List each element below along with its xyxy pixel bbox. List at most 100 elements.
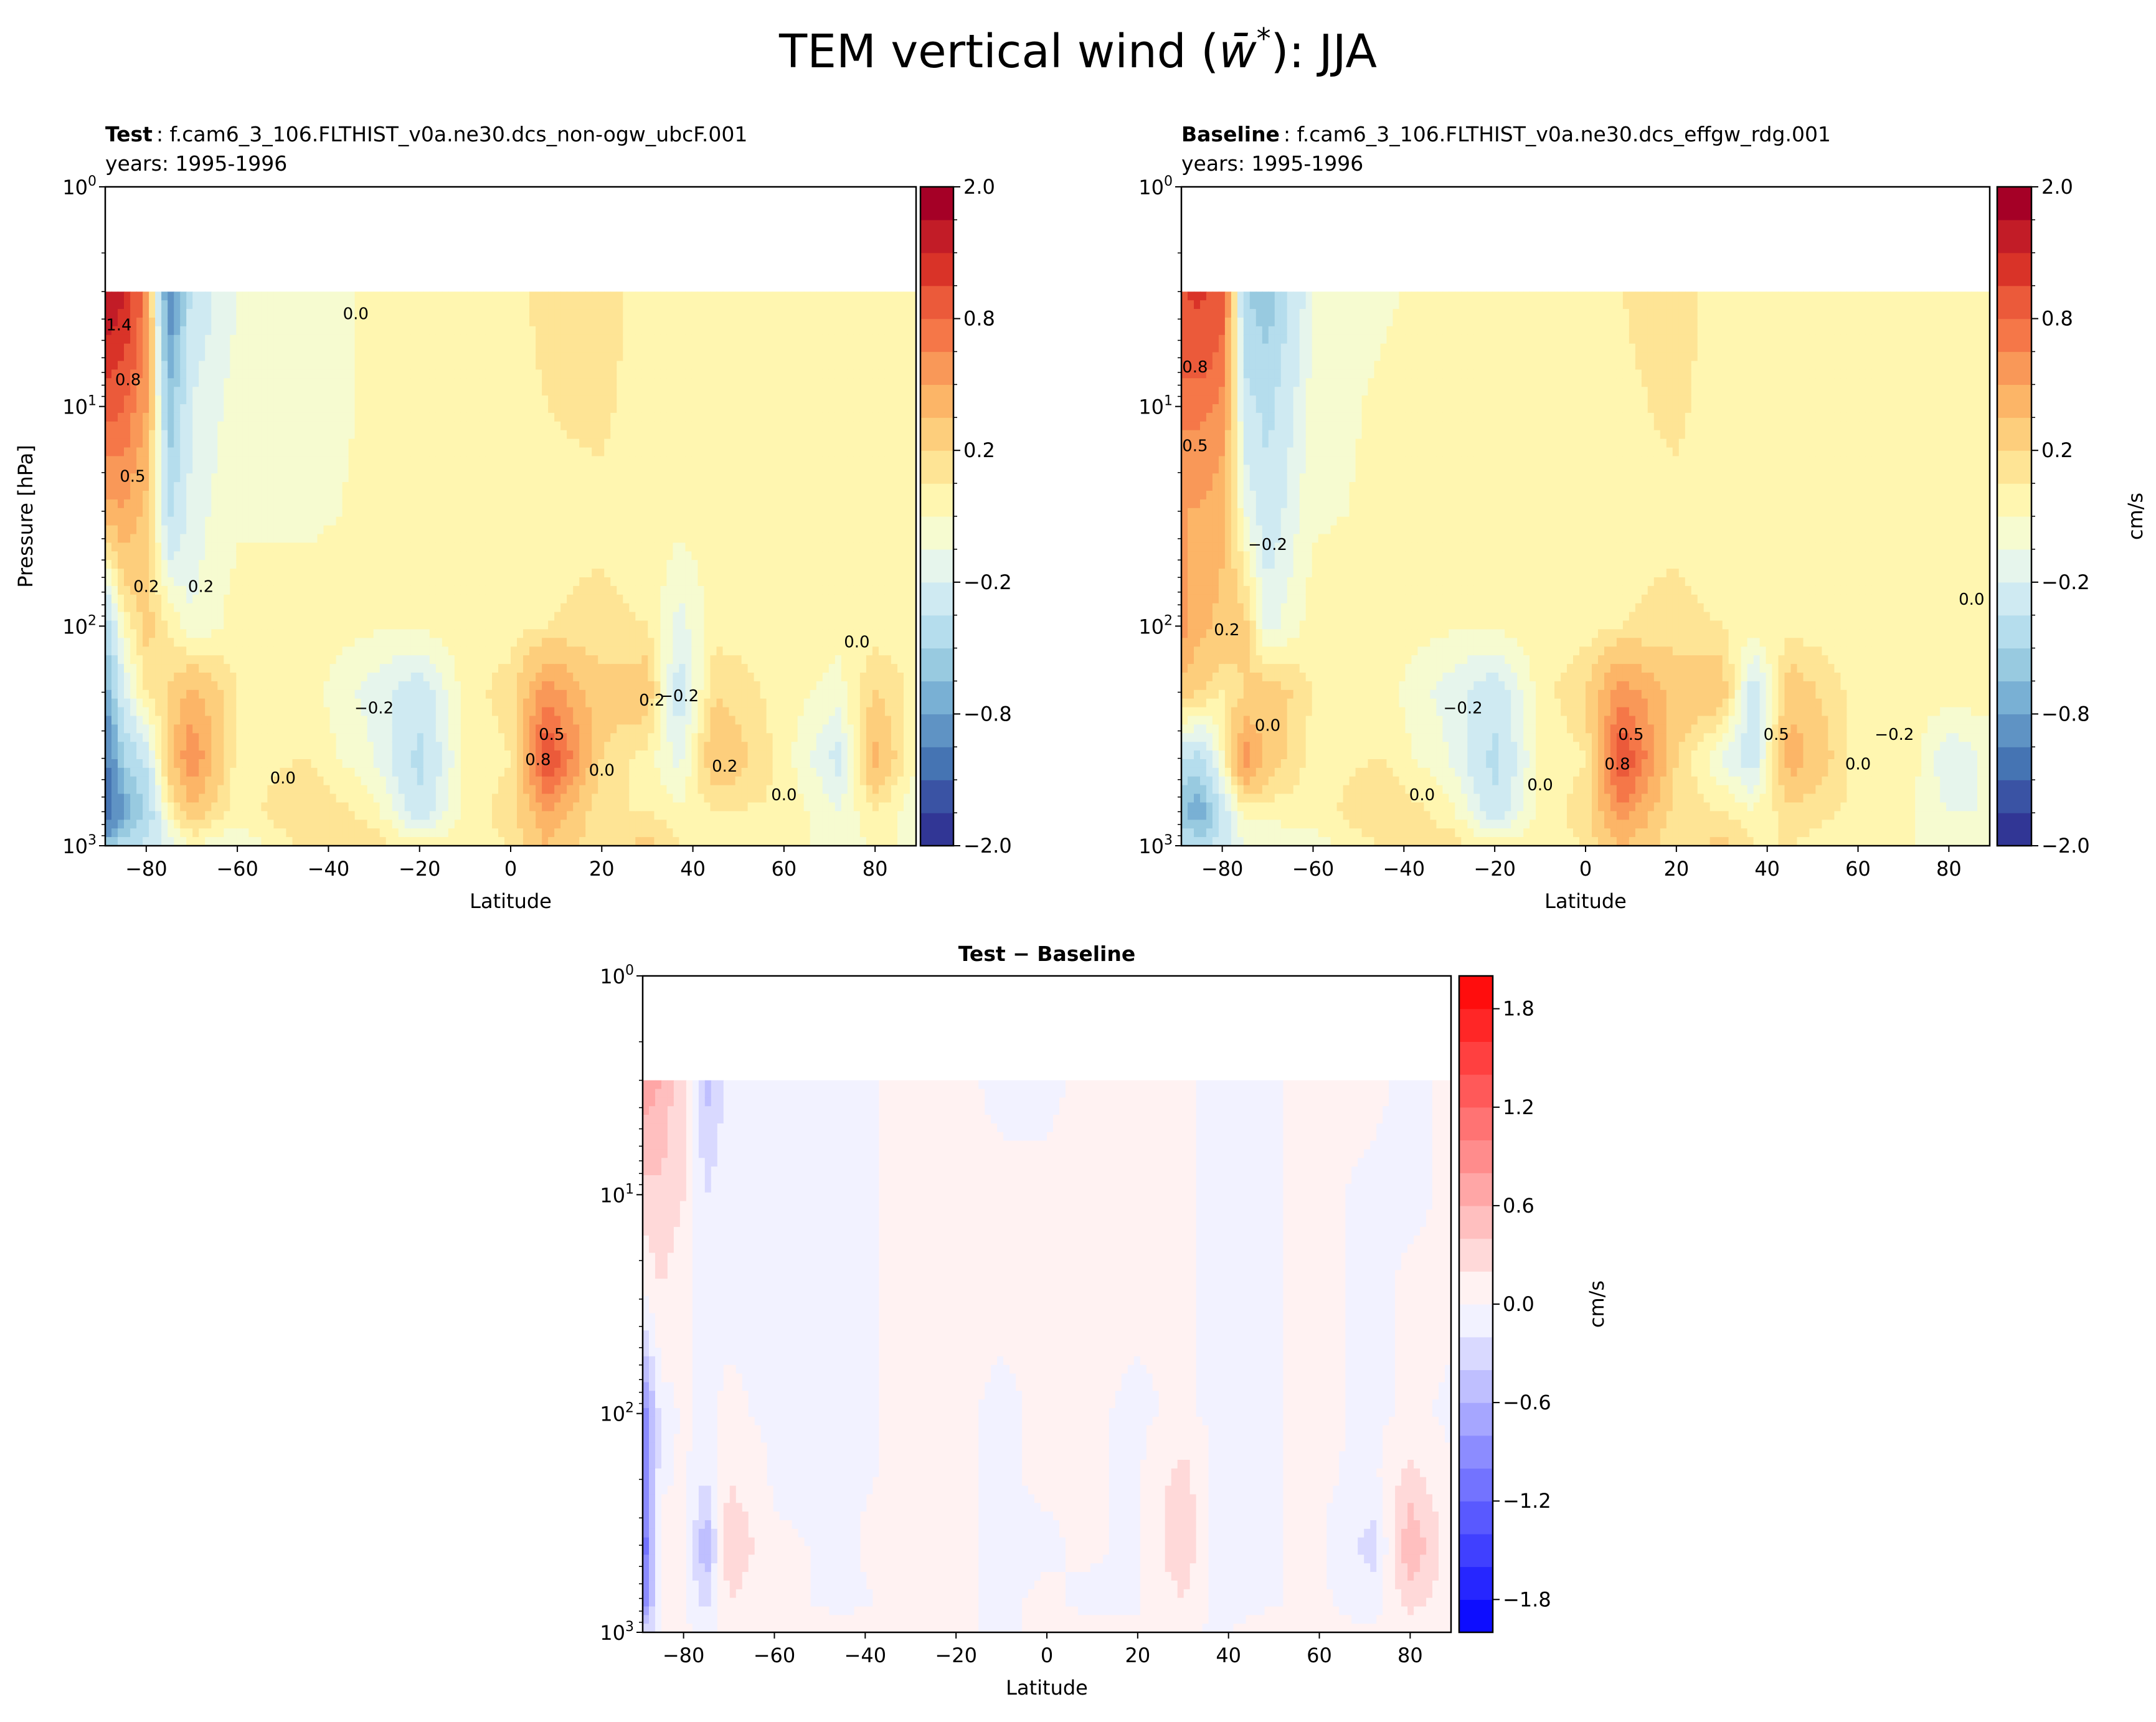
heatmap-cell <box>118 811 125 820</box>
heatmap-cell <box>124 361 131 371</box>
heatmap-cell <box>199 699 206 708</box>
heatmap-cell <box>168 300 174 310</box>
heatmap-cell <box>255 595 262 604</box>
heatmap-cell <box>286 473 293 483</box>
heatmap-cell <box>149 828 156 838</box>
heatmap-cell <box>143 768 149 777</box>
heatmap-cell <box>155 681 162 691</box>
heatmap-cell <box>242 352 249 362</box>
heatmap-cell <box>174 395 181 405</box>
heatmap-cell <box>180 404 187 414</box>
heatmap-cell <box>143 395 149 405</box>
heatmap-cell <box>261 430 268 440</box>
heatmap-cell <box>293 534 300 544</box>
heatmap-cell <box>255 820 262 829</box>
heatmap-cell <box>143 638 149 647</box>
heatmap-cell <box>111 828 118 838</box>
heatmap-cell <box>118 673 125 682</box>
heatmap-cell <box>186 837 193 846</box>
heatmap-cell <box>136 422 143 431</box>
heatmap-cell <box>111 404 118 414</box>
heatmap-cell <box>286 716 293 726</box>
heatmap-cell <box>305 629 312 638</box>
heatmap-cell <box>111 612 118 622</box>
heatmap-cell <box>168 811 174 820</box>
heatmap-cell <box>318 300 324 310</box>
heatmap-cell <box>217 300 224 310</box>
heatmap-cell <box>111 534 118 544</box>
heatmap-cell <box>192 742 199 751</box>
heatmap-cell <box>168 404 174 414</box>
heatmap-cell <box>318 465 324 474</box>
heatmap-cell <box>155 534 162 544</box>
heatmap-cell <box>111 517 118 526</box>
heatmap-cell <box>161 369 168 379</box>
heatmap-cell <box>217 318 224 327</box>
heatmap-cell <box>124 569 131 578</box>
heatmap-cell <box>192 716 199 726</box>
heatmap-cell <box>224 326 230 336</box>
heatmap-cell <box>211 646 218 656</box>
heatmap-cell <box>174 534 181 544</box>
heatmap-cell <box>230 369 237 379</box>
heatmap-cell <box>118 395 125 405</box>
heatmap-cell <box>174 673 181 682</box>
heatmap-cell <box>186 335 193 344</box>
heatmap-cell <box>230 352 237 362</box>
heatmap-cell <box>180 517 187 526</box>
heatmap-cell <box>168 646 174 656</box>
heatmap-cell <box>305 612 312 622</box>
heatmap-cell <box>130 422 137 431</box>
heatmap-cell <box>211 542 218 552</box>
heatmap-cell <box>161 491 168 500</box>
heatmap-cell <box>192 378 199 387</box>
heatmap-cell <box>118 629 125 638</box>
heatmap-cell <box>211 300 218 310</box>
heatmap-cell <box>255 318 262 327</box>
heatmap-cell <box>299 820 306 829</box>
heatmap-cell <box>211 335 218 344</box>
heatmap-cell <box>230 603 237 613</box>
heatmap-cell <box>305 335 312 344</box>
heatmap-cell <box>186 534 193 544</box>
heatmap-cell <box>330 482 337 491</box>
heatmap-cell <box>217 413 224 422</box>
heatmap-cell <box>130 759 137 769</box>
heatmap-cell <box>161 352 168 362</box>
heatmap-cell <box>136 742 143 751</box>
heatmap-cell <box>318 595 324 604</box>
heatmap-cell <box>168 785 174 795</box>
heatmap-cell <box>199 499 206 509</box>
heatmap-cell <box>248 448 255 457</box>
heatmap-cell <box>224 655 230 665</box>
heatmap-cell <box>293 499 300 509</box>
heatmap-cell <box>155 646 162 656</box>
heatmap-cell <box>124 344 131 353</box>
heatmap-cell <box>118 785 125 795</box>
heatmap-cell <box>192 473 199 483</box>
heatmap-cell <box>155 569 162 578</box>
heatmap-cell <box>211 820 218 829</box>
heatmap-cell <box>174 768 181 777</box>
heatmap-cell <box>280 526 286 535</box>
heatmap-cell <box>199 369 206 379</box>
heatmap-cell <box>199 820 206 829</box>
heatmap-cell <box>273 646 280 656</box>
heatmap-cell <box>224 448 230 457</box>
heatmap-cell <box>149 439 156 448</box>
heatmap-cell <box>286 439 293 448</box>
heatmap-cell <box>186 560 193 569</box>
heatmap-cell <box>224 595 230 604</box>
heatmap-cell <box>324 465 331 474</box>
heatmap-cell <box>168 465 174 474</box>
heatmap-cell <box>299 777 306 786</box>
heatmap-cell <box>299 309 306 318</box>
heatmap-cell <box>149 811 156 820</box>
heatmap-cell <box>155 508 162 518</box>
heatmap-cell <box>199 344 206 353</box>
heatmap-cell <box>149 612 156 622</box>
heatmap-cell <box>324 681 331 691</box>
heatmap-cell <box>293 828 300 838</box>
heatmap-cell <box>143 291 149 301</box>
heatmap-cell <box>105 448 112 457</box>
